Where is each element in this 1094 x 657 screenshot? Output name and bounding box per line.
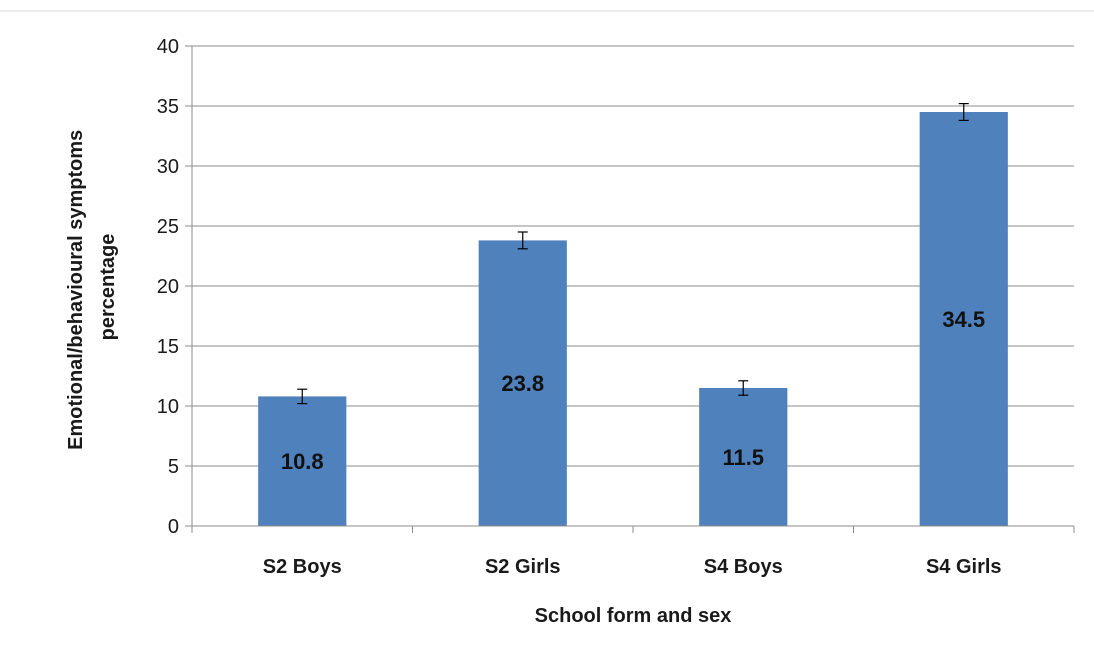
bar-3 [919,112,1008,526]
bar-0 [258,396,347,526]
y-tick-label-2: 10 [157,396,179,418]
x-tick-labels: S2 Boys S2 Girls S4 Boys S4 Girls [263,556,1002,578]
bar-2 [699,388,788,526]
y-tick-label-7: 35 [157,96,179,118]
data-label-1: 23.8 [501,371,544,396]
data-labels: 10.8 23.8 11.5 34.5 [281,307,985,474]
y-tick-label-0: 0 [168,516,179,538]
x-tick-label-0: S2 Boys [263,556,342,578]
y-tick-label-4: 20 [157,276,179,298]
error-bars [297,102,969,405]
data-label-0: 10.8 [281,449,324,474]
x-axis-title: School form and sex [535,605,732,627]
x-tick-label-2: S4 Boys [704,556,783,578]
y-tick-label-3: 15 [157,336,179,358]
bar-1 [478,240,567,526]
x-tick-label-3: S4 Girls [926,556,1002,578]
axes [185,45,1075,533]
y-tick-label-6: 30 [157,156,179,178]
y-axis-title: Emotional/behavioural symptoms percentag… [65,124,119,450]
bars [258,112,1008,526]
y-tick-label-5: 25 [157,216,179,238]
data-label-3: 34.5 [942,307,985,332]
y-axis-title-line-2: percentage [97,234,119,341]
y-tick-label-1: 5 [168,456,179,478]
x-tick-label-1: S2 Girls [485,556,561,578]
y-axis-title-line-1: Emotional/behavioural symptoms [65,130,87,450]
data-label-2: 11.5 [722,445,764,470]
y-tick-labels: 0 5 10 15 20 25 30 35 40 [157,36,179,538]
y-tick-label-8: 40 [157,36,179,58]
